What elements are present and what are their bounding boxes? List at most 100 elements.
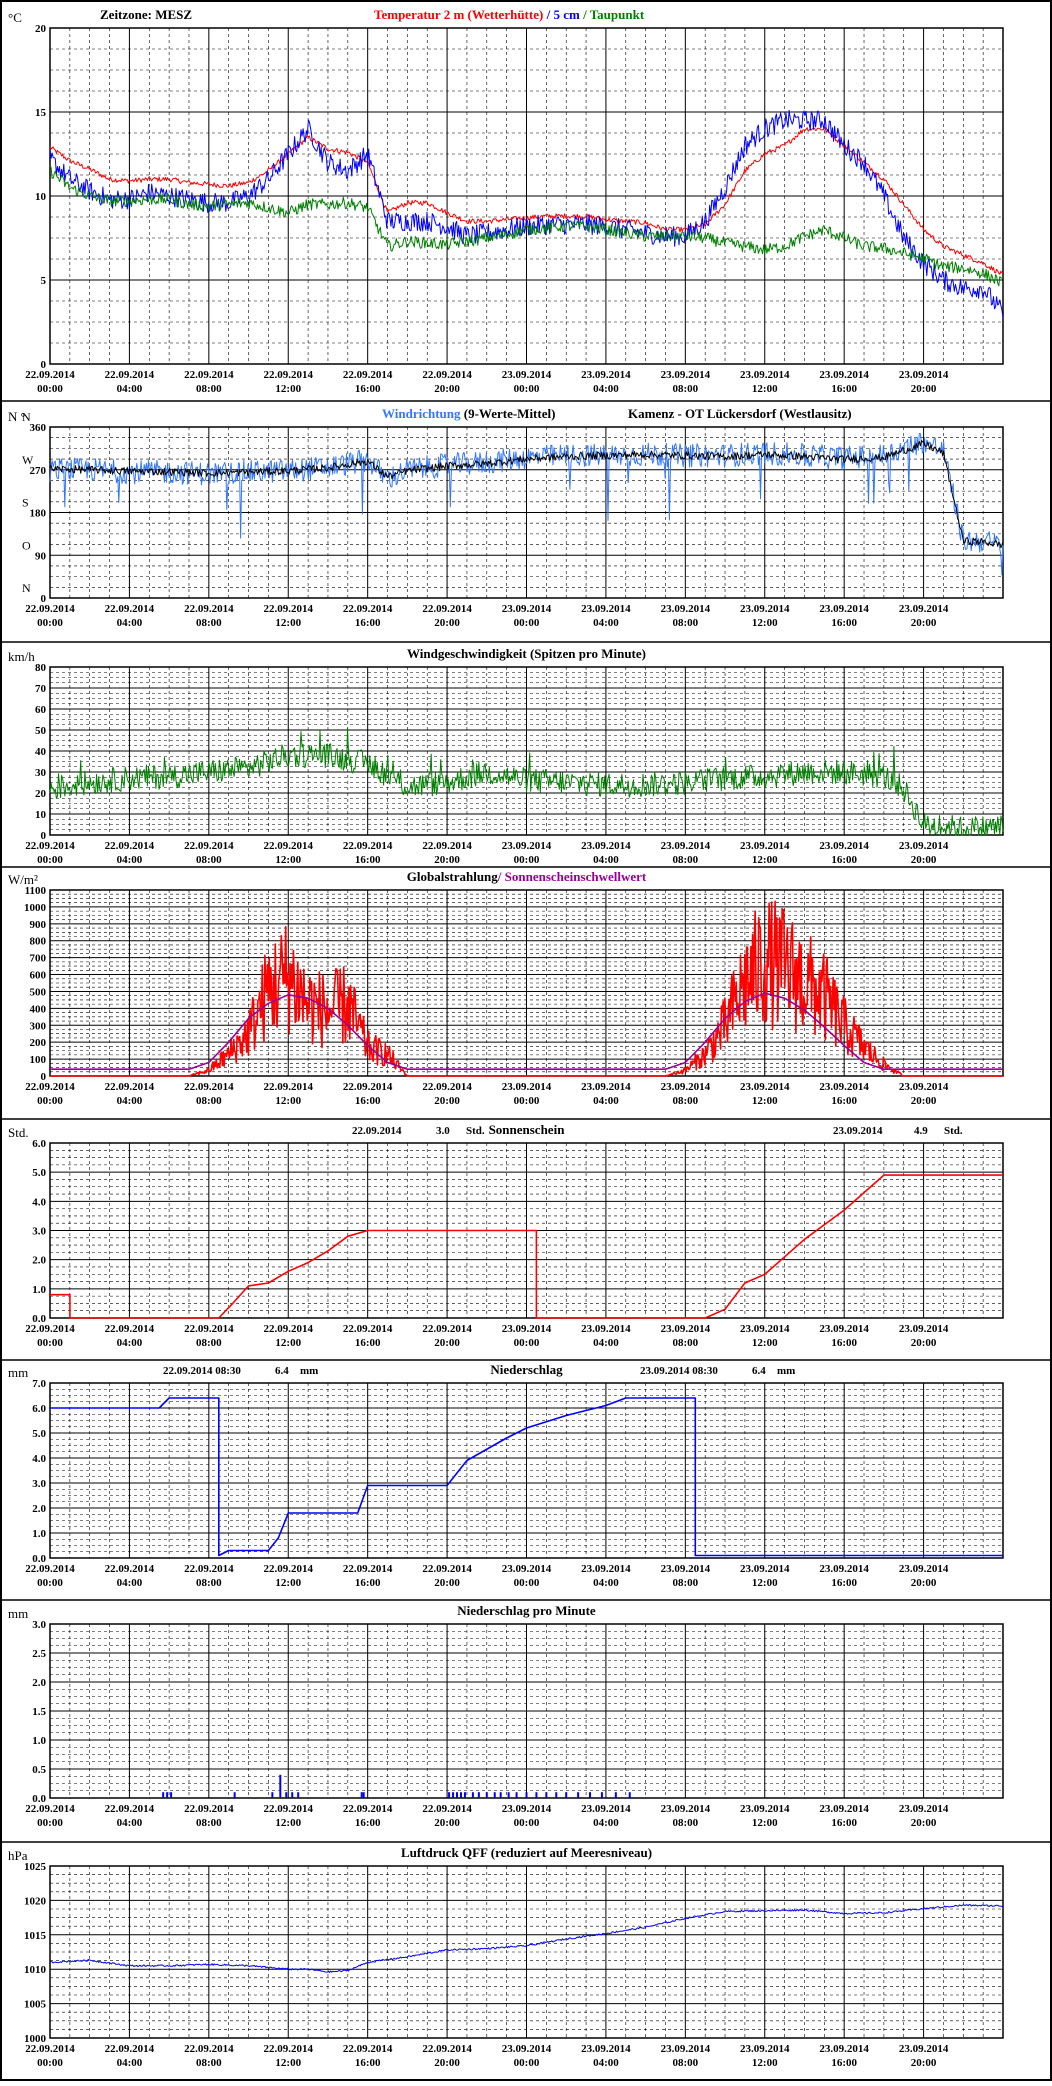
x-tick-time: 04:00 xyxy=(117,1577,143,1589)
x-tick-time: 08:00 xyxy=(672,1577,698,1589)
x-tick-time: 04:00 xyxy=(593,617,619,629)
x-tick-date: 23.09.2014 xyxy=(661,840,711,852)
title-part: Windrichtung xyxy=(382,406,461,421)
timezone-label: Zeitzone: MESZ xyxy=(100,7,192,22)
x-tick-time: 12:00 xyxy=(275,1337,301,1349)
x-tick-date: 23.09.2014 xyxy=(899,1081,949,1093)
x-tick-date: 22.09.2014 xyxy=(343,1803,393,1815)
unit-label: Std. xyxy=(8,1125,29,1140)
x-tick-date: 23.09.2014 xyxy=(899,840,949,852)
annotation-unit: Std. xyxy=(466,1125,485,1137)
title-part: Sonnenschein xyxy=(489,1122,566,1137)
x-tick-date: 23.09.2014 xyxy=(819,369,869,381)
x-tick-date: 22.09.2014 xyxy=(184,1323,234,1335)
chart-precipitation: 0.0 1.0 2.0 3.0 4.0 5.0 6.0 7.0 mm Niederschlag 22… xyxy=(8,1362,1004,1589)
x-tick-date: 22.09.2014 xyxy=(343,1563,393,1575)
y-tick-label: 15 xyxy=(35,107,47,119)
x-tick-date: 22.09.2014 xyxy=(25,1803,75,1815)
plot-frame xyxy=(49,1142,1004,1319)
x-tick-date: 22.09.2014 xyxy=(422,1081,472,1093)
series-line-wind_speed-0 xyxy=(49,727,1004,836)
x-tick-date: 22.09.2014 xyxy=(264,1081,314,1093)
y-tick-label: 20 xyxy=(35,23,47,35)
y-tick-label: 50 xyxy=(35,725,47,737)
x-tick-time: 16:00 xyxy=(831,1095,857,1107)
x-tick-date: 22.09.2014 xyxy=(422,369,472,381)
x-tick-date: 22.09.2014 xyxy=(264,1563,314,1575)
x-tick-time: 12:00 xyxy=(752,2057,778,2069)
x-tick-date: 23.09.2014 xyxy=(502,1323,552,1335)
y-tick-label: 1000 xyxy=(24,902,47,914)
x-tick-time: 04:00 xyxy=(593,1577,619,1589)
y-tick-label: 2.0 xyxy=(32,1503,46,1515)
y-tick-label: 5 xyxy=(41,275,47,287)
y-tick-label: 1.0 xyxy=(32,1284,46,1296)
x-tick-time: 00:00 xyxy=(37,383,63,395)
x-tick-date: 22.09.2014 xyxy=(25,603,75,615)
y-tick-label: 600 xyxy=(30,970,47,982)
y-tick-label: 2.0 xyxy=(32,1677,46,1689)
plot-frame xyxy=(49,27,1004,365)
x-tick-date: 23.09.2014 xyxy=(661,2043,711,2055)
x-tick-time: 12:00 xyxy=(275,1095,301,1107)
x-tick-date: 23.09.2014 xyxy=(661,1081,711,1093)
x-tick-time: 04:00 xyxy=(593,383,619,395)
y-tick-label: 400 xyxy=(30,1003,47,1015)
y-tick-label: 30 xyxy=(35,767,47,779)
x-tick-time: 12:00 xyxy=(275,1817,301,1829)
x-tick-time: 04:00 xyxy=(593,2057,619,2069)
x-tick-time: 20:00 xyxy=(911,1817,937,1829)
x-tick-date: 22.09.2014 xyxy=(264,1803,314,1815)
x-tick-time: 04:00 xyxy=(593,1817,619,1829)
compass-label: O xyxy=(22,538,31,552)
chart-global_radiation: 0 100 200 300 400 500 600 700 800 900 1000 1100W/m²… xyxy=(8,869,1004,1107)
x-tick-date: 22.09.2014 xyxy=(184,1563,234,1575)
y-tick-label: 10 xyxy=(35,191,47,203)
y-tick-label: 0.0 xyxy=(32,1793,46,1805)
x-tick-date: 22.09.2014 xyxy=(25,840,75,852)
y-tick-label: 20 xyxy=(35,788,47,800)
y-tick-label: 200 xyxy=(30,1037,47,1049)
x-tick-time: 00:00 xyxy=(514,1577,540,1589)
x-tick-date: 23.09.2014 xyxy=(581,603,631,615)
x-tick-date: 23.09.2014 xyxy=(740,603,790,615)
x-tick-time: 12:00 xyxy=(275,617,301,629)
y-tick-label: 10 xyxy=(35,809,47,821)
x-tick-time: 20:00 xyxy=(911,1095,937,1107)
x-tick-time: 00:00 xyxy=(37,617,63,629)
x-tick-time: 04:00 xyxy=(117,1817,143,1829)
x-tick-date: 23.09.2014 xyxy=(581,1323,631,1335)
x-tick-date: 23.09.2014 xyxy=(661,1803,711,1815)
y-tick-label: 1005 xyxy=(24,1999,47,2011)
title-part: Luftdruck QFF (reduziert auf Meeresnivea… xyxy=(401,1845,652,1860)
x-tick-date: 22.09.2014 xyxy=(264,840,314,852)
x-tick-time: 08:00 xyxy=(672,383,698,395)
x-tick-time: 04:00 xyxy=(593,1337,619,1349)
x-tick-time: 20:00 xyxy=(434,1337,460,1349)
title-part: / xyxy=(580,7,590,22)
x-tick-time: 08:00 xyxy=(196,1577,222,1589)
x-tick-date: 22.09.2014 xyxy=(343,1081,393,1093)
x-tick-time: 16:00 xyxy=(355,1577,381,1589)
x-tick-date: 22.09.2014 xyxy=(25,369,75,381)
x-tick-date: 23.09.2014 xyxy=(502,369,552,381)
x-tick-date: 23.09.2014 xyxy=(899,603,949,615)
x-tick-time: 00:00 xyxy=(37,2057,63,2069)
title-part: / xyxy=(543,7,553,22)
x-tick-date: 22.09.2014 xyxy=(422,840,472,852)
x-tick-time: 12:00 xyxy=(752,1817,778,1829)
y-tick-label: 1000 xyxy=(24,2033,47,2045)
x-tick-date: 23.09.2014 xyxy=(740,1563,790,1575)
annotation-unit: mm xyxy=(777,1365,795,1377)
x-tick-time: 16:00 xyxy=(831,1577,857,1589)
y-tick-label: 40 xyxy=(35,746,47,758)
x-tick-time: 20:00 xyxy=(911,854,937,866)
x-tick-date: 22.09.2014 xyxy=(343,603,393,615)
x-tick-date: 23.09.2014 xyxy=(661,1563,711,1575)
y-tick-label: 0 xyxy=(41,1071,47,1083)
chart-title: Niederschlag pro Minute xyxy=(457,1603,596,1618)
x-tick-time: 00:00 xyxy=(514,1817,540,1829)
